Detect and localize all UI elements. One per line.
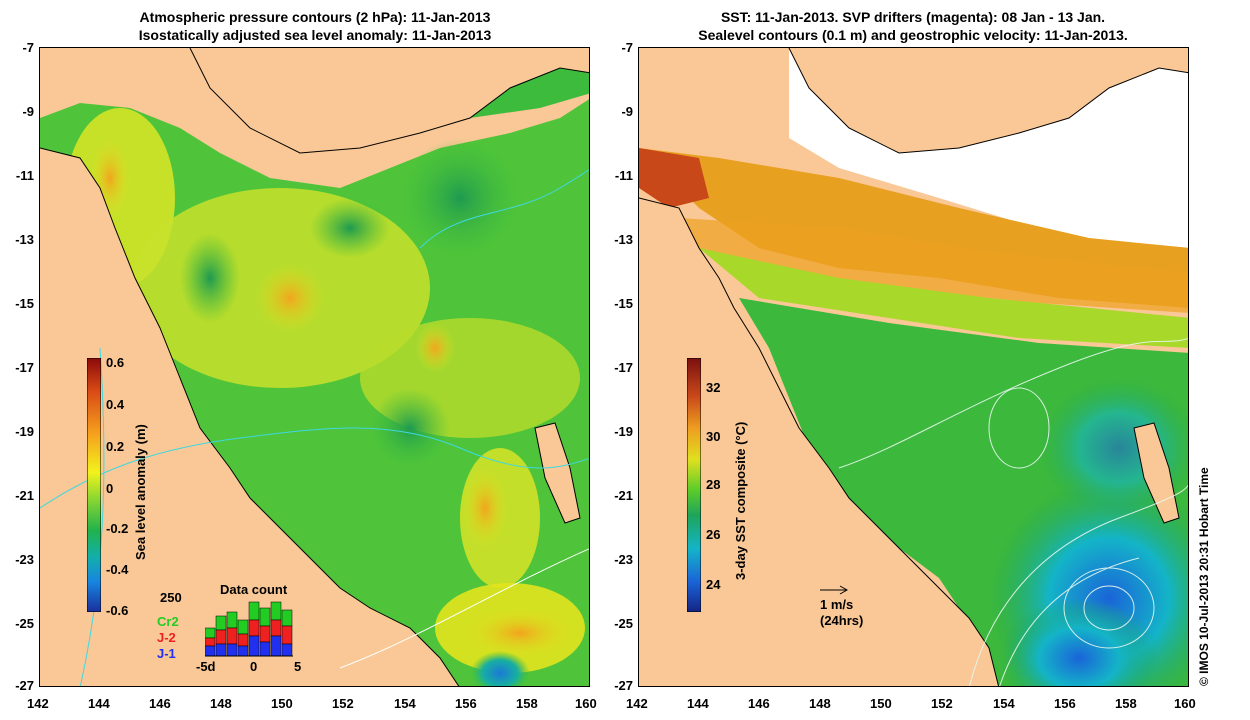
left-cb-tick-1: 0.4 bbox=[106, 397, 125, 412]
right-ytick-7: -21 bbox=[614, 488, 633, 503]
right-title-line2: Sealevel contours (0.1 m) and geostrophi… bbox=[698, 27, 1128, 43]
left-cb-tick-6: -0.6 bbox=[106, 603, 129, 618]
sst-map[interactable] bbox=[638, 47, 1189, 687]
right-ytick-6: -19 bbox=[614, 424, 633, 439]
right-xtick-7: 156 bbox=[1054, 696, 1076, 711]
sea-level-anomaly-field bbox=[40, 48, 589, 686]
right-cb-tick-0: 32 bbox=[706, 380, 721, 395]
velocity-scale-label: 1 m/s bbox=[820, 597, 854, 612]
left-cb-tick-2: 0.2 bbox=[106, 439, 125, 454]
data-count-xtick-1: 0 bbox=[250, 659, 258, 674]
left-cb-tick-5: -0.4 bbox=[106, 562, 129, 577]
left-cb-tick-3: 0 bbox=[106, 481, 114, 496]
right-ytick-0: -7 bbox=[621, 40, 633, 55]
left-ytick-5: -17 bbox=[15, 360, 34, 375]
left-ytick-10: -27 bbox=[15, 678, 34, 693]
right-xtick-3: 148 bbox=[809, 696, 831, 711]
sst-colorbar bbox=[687, 358, 701, 612]
right-xtick-1: 144 bbox=[687, 696, 709, 711]
right-cb-tick-1: 30 bbox=[706, 429, 721, 444]
left-xtick-4: 150 bbox=[271, 696, 293, 711]
left-title-line1: Atmospheric pressure contours (2 hPa): 1… bbox=[139, 9, 491, 25]
data-count-xtick-0: -5d bbox=[196, 659, 216, 674]
left-ytick-3: -13 bbox=[15, 232, 34, 247]
right-colorbar-label: 3-day SST composite (°C) bbox=[733, 421, 748, 580]
right-cb-tick-2: 28 bbox=[706, 477, 721, 492]
left-xtick-6: 154 bbox=[394, 696, 416, 711]
right-xtick-9: 160 bbox=[1174, 696, 1196, 711]
left-ytick-8: -23 bbox=[15, 552, 34, 567]
left-title-line2: Isostatically adjusted sea level anomaly… bbox=[138, 27, 492, 43]
right-ytick-9: -25 bbox=[614, 616, 633, 631]
left-xtick-2: 146 bbox=[149, 696, 171, 711]
left-map-title: Atmospheric pressure contours (2 hPa): 1… bbox=[40, 8, 590, 44]
left-xtick-8: 158 bbox=[516, 696, 538, 711]
right-ytick-2: -11 bbox=[614, 168, 633, 183]
sea-level-anomaly-map[interactable] bbox=[39, 47, 590, 687]
right-ytick-1: -9 bbox=[621, 104, 633, 119]
right-ytick-3: -13 bbox=[614, 232, 633, 247]
left-ytick-1: -9 bbox=[22, 104, 34, 119]
velocity-scale-note: (24hrs) bbox=[820, 613, 864, 628]
left-xtick-7: 156 bbox=[455, 696, 477, 711]
legend-j1: J-1 bbox=[157, 646, 176, 661]
copyright-notice: © IMOS 10-Jul-2013 20:31 Hobart Time bbox=[1197, 467, 1211, 686]
sea-level-colorbar bbox=[87, 358, 101, 612]
left-xtick-9: 160 bbox=[575, 696, 597, 711]
velocity-scale-arrow bbox=[820, 585, 849, 595]
left-xtick-3: 148 bbox=[210, 696, 232, 711]
data-count-xtick-2: 5 bbox=[294, 659, 302, 674]
left-colorbar-label: Sea level anomaly (m) bbox=[133, 424, 148, 560]
right-cb-tick-3: 26 bbox=[706, 527, 721, 542]
right-xtick-8: 158 bbox=[1115, 696, 1137, 711]
legend-j2: J-2 bbox=[157, 630, 176, 645]
left-ytick-2: -11 bbox=[15, 168, 34, 183]
right-ytick-8: -23 bbox=[614, 552, 633, 567]
left-xtick-0: 142 bbox=[27, 696, 49, 711]
right-map-title: SST: 11-Jan-2013. SVP drifters (magenta)… bbox=[638, 8, 1188, 44]
sst-field bbox=[639, 48, 1188, 686]
right-ytick-4: -15 bbox=[614, 296, 633, 311]
left-xtick-5: 152 bbox=[332, 696, 354, 711]
right-xtick-4: 150 bbox=[870, 696, 892, 711]
left-ytick-9: -25 bbox=[15, 616, 34, 631]
right-cb-tick-4: 24 bbox=[706, 577, 721, 592]
right-title-line1: SST: 11-Jan-2013. SVP drifters (magenta)… bbox=[720, 9, 1106, 25]
right-xtick-2: 146 bbox=[748, 696, 770, 711]
right-xtick-5: 152 bbox=[931, 696, 953, 711]
right-ytick-5: -17 bbox=[614, 360, 633, 375]
right-xtick-0: 142 bbox=[626, 696, 648, 711]
left-ytick-0: -7 bbox=[22, 40, 34, 55]
left-ytick-7: -21 bbox=[15, 488, 34, 503]
legend-cr2: Cr2 bbox=[157, 614, 179, 629]
right-xtick-6: 154 bbox=[993, 696, 1015, 711]
data-count-histogram bbox=[205, 601, 293, 657]
left-ytick-6: -19 bbox=[15, 424, 34, 439]
right-ytick-10: -27 bbox=[614, 678, 633, 693]
data-count-title: Data count bbox=[220, 582, 288, 597]
left-cb-tick-4: -0.2 bbox=[106, 521, 129, 536]
left-ytick-4: -15 bbox=[15, 296, 34, 311]
left-cb-tick-0: 0.6 bbox=[106, 355, 125, 370]
data-count-max: 250 bbox=[160, 590, 182, 605]
left-xtick-1: 144 bbox=[88, 696, 110, 711]
